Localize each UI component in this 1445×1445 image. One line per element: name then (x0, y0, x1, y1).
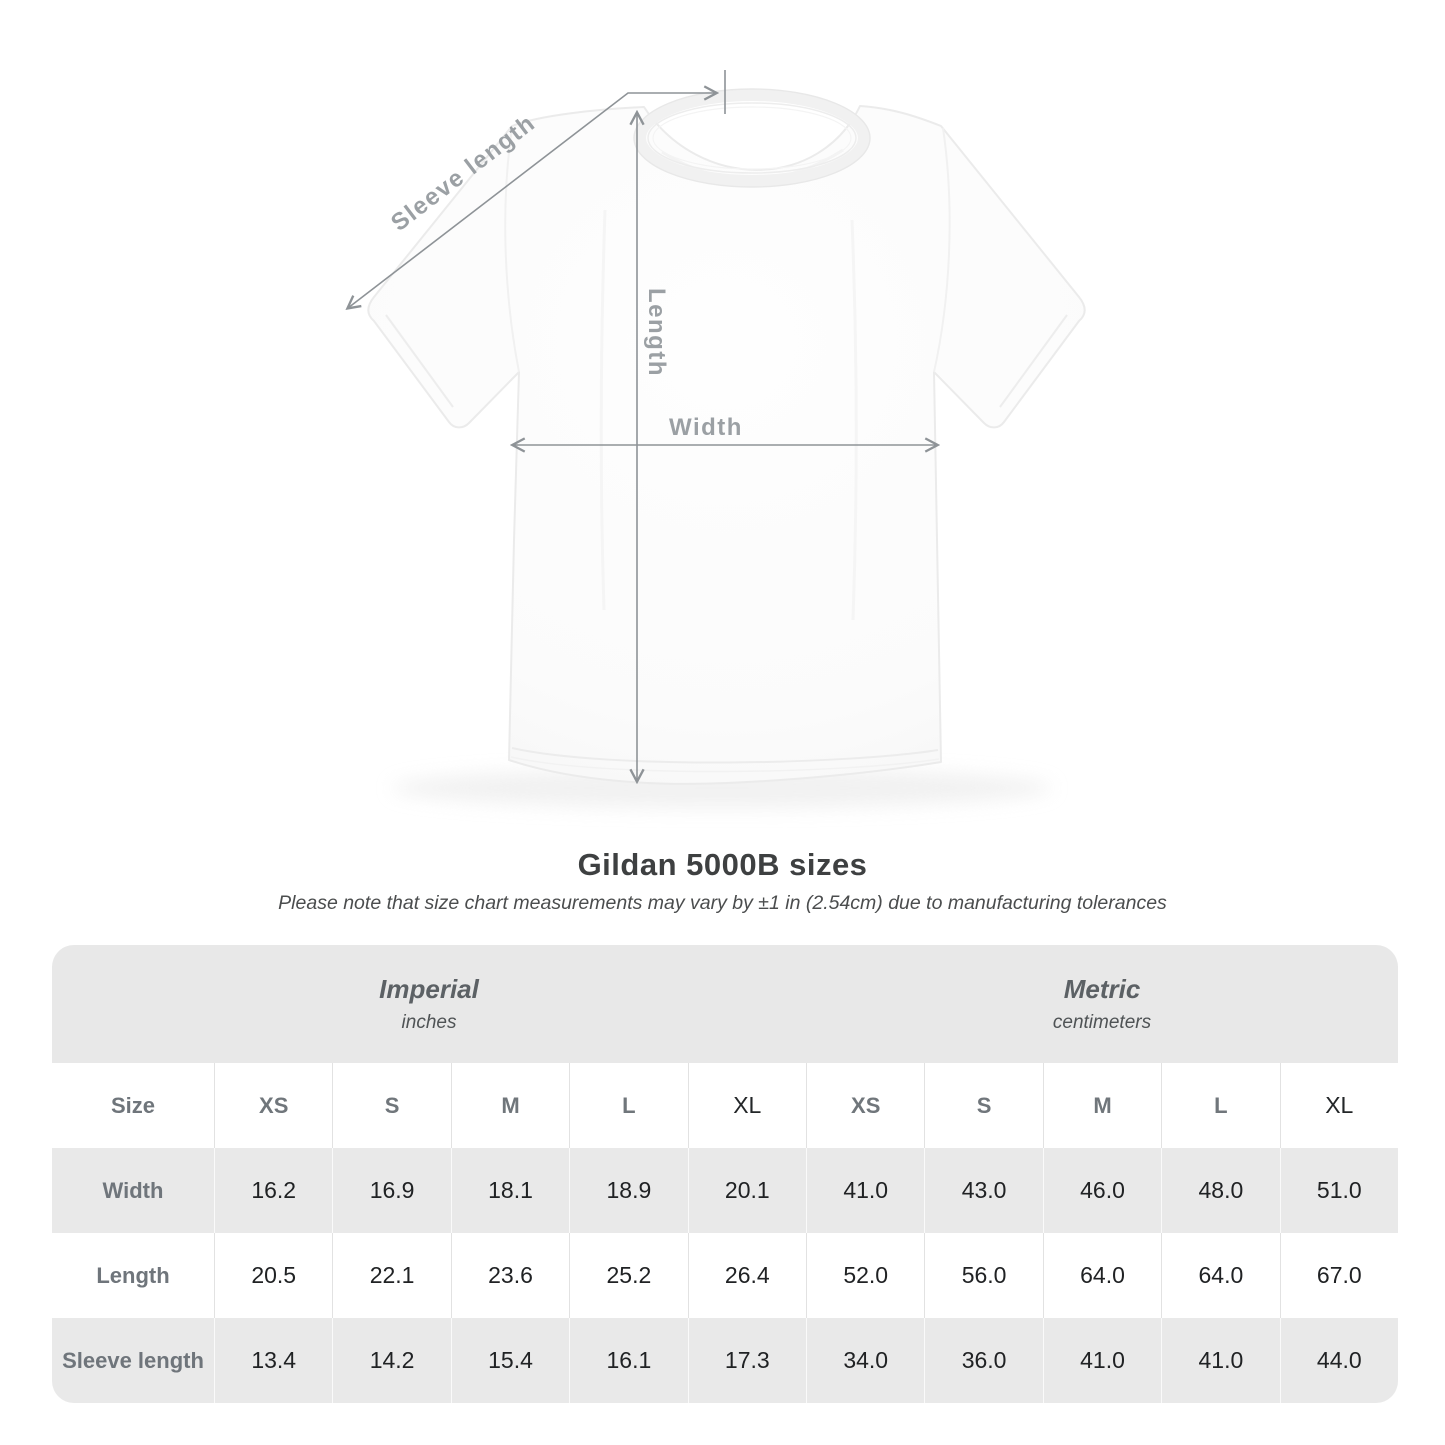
size-header-metric-s: S (924, 1063, 1043, 1148)
size-header-imperial-l: L (569, 1063, 688, 1148)
width-imperial-l: 18.9 (569, 1148, 688, 1233)
metric-label: Metric (1063, 974, 1141, 1004)
imperial-group-header: Imperial inches (52, 945, 806, 1063)
length-metric-m: 64.0 (1042, 1233, 1162, 1318)
width-imperial-m: 18.1 (450, 1148, 570, 1233)
imperial-label: Imperial (379, 974, 479, 1004)
sleeve-imperial-m: 15.4 (450, 1318, 570, 1403)
tshirt-illustration: Sleeve length Length Width (0, 70, 1086, 808)
size-header-imperial-xl: XL (687, 1063, 806, 1148)
width-imperial-xs: 16.2 (214, 1148, 333, 1233)
size-header-metric-xs: XS (806, 1063, 925, 1148)
row-label-width: Width (52, 1148, 214, 1233)
width-metric-xs: 41.0 (806, 1148, 925, 1233)
size-header-metric-l: L (1161, 1063, 1280, 1148)
tolerance-note: Please note that size chart measurements… (278, 892, 1167, 914)
row-label-sleeve-length: Sleeve length (52, 1318, 214, 1403)
length-label: Length (643, 288, 670, 377)
width-imperial-s: 16.9 (332, 1148, 451, 1233)
shirt-seams (385, 127, 1068, 773)
width-metric-m: 46.0 (1042, 1148, 1162, 1233)
size-table: Imperial inches Metric centimeters Size … (52, 945, 1398, 1403)
width-metric-xl: 51.0 (1279, 1148, 1398, 1233)
length-metric-xl: 67.0 (1279, 1233, 1398, 1318)
sleeve-metric-m: 41.0 (1042, 1318, 1162, 1403)
width-metric-s: 43.0 (924, 1148, 1043, 1233)
sleeve-imperial-l: 16.1 (569, 1318, 688, 1403)
metric-unit-label: centimeters (1052, 1012, 1152, 1033)
length-imperial-l: 25.2 (569, 1233, 688, 1318)
size-col-header: Size (52, 1063, 214, 1148)
sleeve-metric-xl: 44.0 (1279, 1318, 1398, 1403)
length-imperial-s: 22.1 (332, 1233, 451, 1318)
size-header-metric-m: M (1042, 1063, 1162, 1148)
width-label: Width (669, 414, 743, 441)
size-header-metric-xl: XL (1279, 1063, 1398, 1148)
page-title: Gildan 5000B sizes (577, 847, 868, 882)
size-header-imperial-s: S (332, 1063, 451, 1148)
imperial-unit-label: inches (401, 1012, 457, 1033)
length-imperial-m: 23.6 (450, 1233, 570, 1318)
sleeve-metric-l: 41.0 (1161, 1318, 1280, 1403)
sleeve-imperial-xs: 13.4 (214, 1318, 333, 1403)
width-metric-l: 48.0 (1161, 1148, 1280, 1233)
sleeve-imperial-xl: 17.3 (687, 1318, 806, 1403)
length-metric-s: 56.0 (924, 1233, 1043, 1318)
size-header-imperial-xs: XS (214, 1063, 333, 1148)
width-imperial-xl: 20.1 (687, 1148, 806, 1233)
row-label-length: Length (52, 1233, 214, 1318)
metric-group-header: Metric centimeters (806, 945, 1398, 1063)
size-header-imperial-m: M (450, 1063, 570, 1148)
sleeve-metric-xs: 34.0 (806, 1318, 925, 1403)
length-imperial-xl: 26.4 (687, 1233, 806, 1318)
length-imperial-xs: 20.5 (214, 1233, 333, 1318)
sleeve-metric-s: 36.0 (924, 1318, 1043, 1403)
sleeve-length-arrow (348, 93, 716, 308)
shirt-ground-shadow (392, 768, 1052, 808)
length-metric-xs: 52.0 (806, 1233, 925, 1318)
length-metric-l: 64.0 (1161, 1233, 1280, 1318)
sleeve-imperial-s: 14.2 (332, 1318, 451, 1403)
